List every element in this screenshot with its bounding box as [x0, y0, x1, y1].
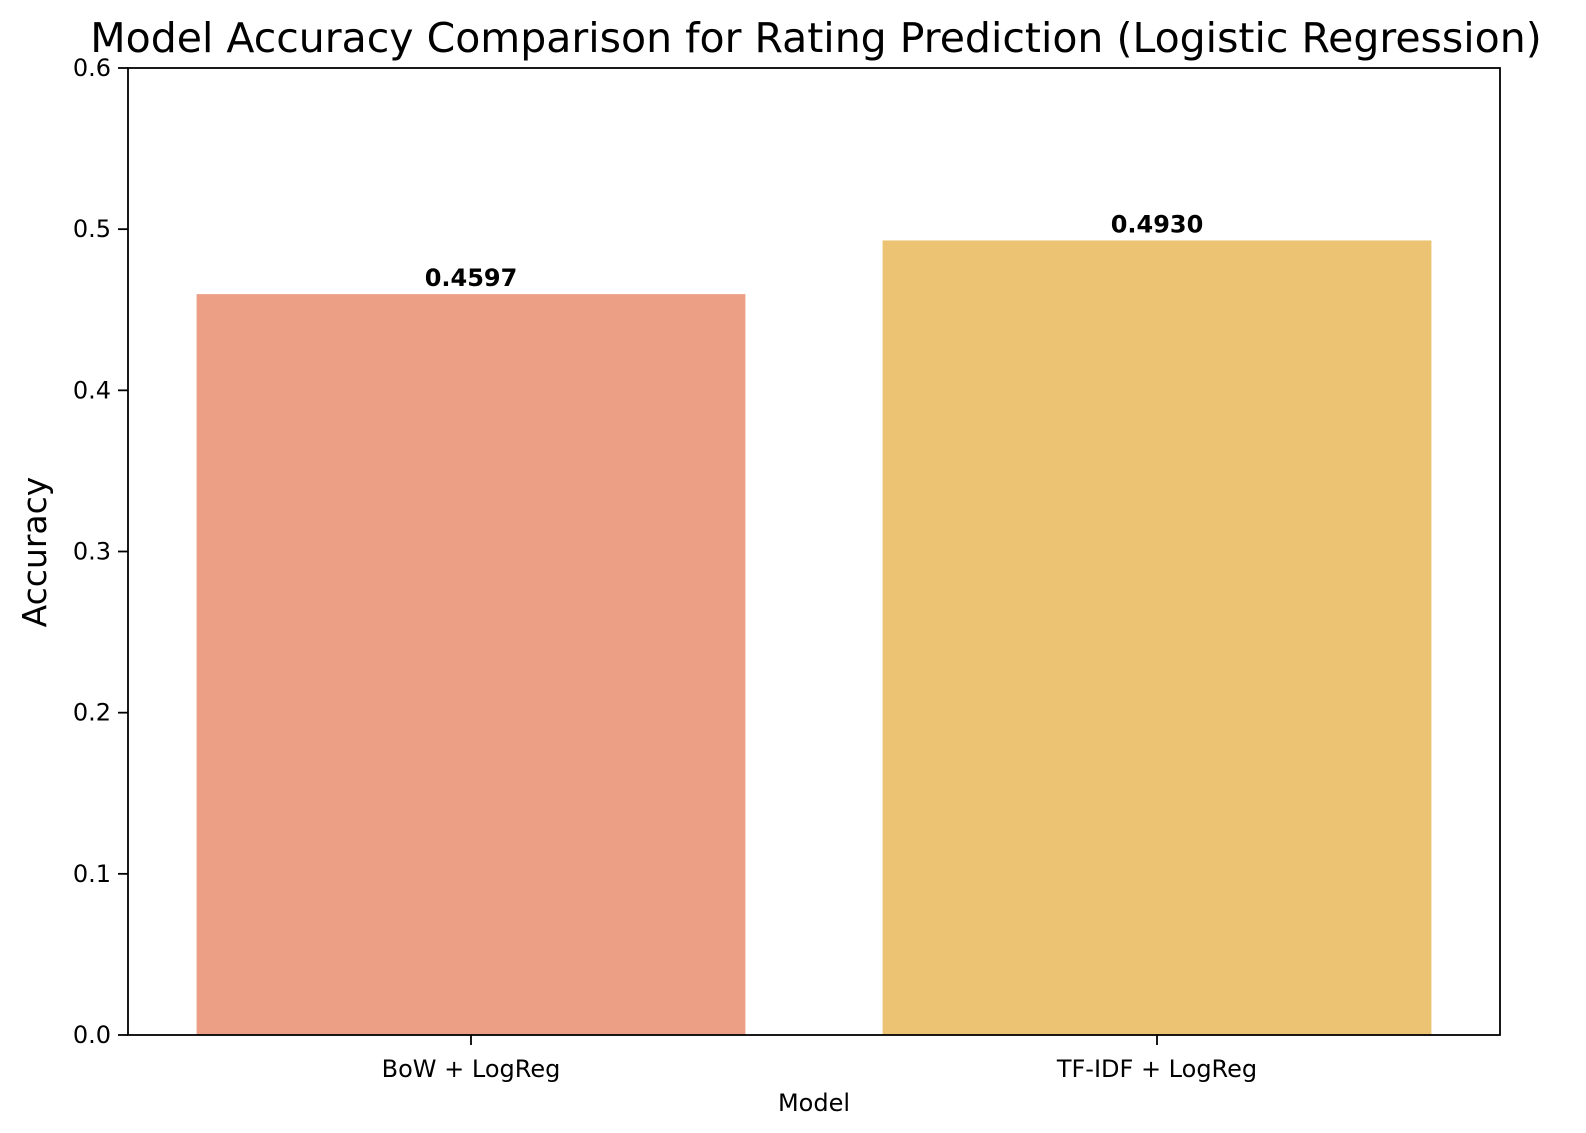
x-tick-label-1: BoW + LogReg [382, 1055, 561, 1083]
x-axis-ticks: BoW + LogReg TF-IDF + LogReg [382, 1035, 1257, 1083]
y-tick-label-2: 0.2 [73, 699, 111, 727]
y-tick-label-3: 0.3 [73, 538, 111, 566]
y-axis-label: Accuracy [15, 477, 54, 628]
y-tick-label-6: 0.6 [73, 54, 111, 82]
bar-1 [196, 294, 746, 1035]
chart-title: Model Accuracy Comparison for Rating Pre… [90, 14, 1541, 62]
y-tick-label-5: 0.5 [73, 215, 111, 243]
x-axis-label: Model [778, 1089, 850, 1117]
y-tick-label-4: 0.4 [73, 376, 111, 404]
y-tick-label-0: 0.0 [73, 1021, 111, 1049]
y-tick-label-1: 0.1 [73, 860, 111, 888]
bars-layer [196, 240, 1432, 1035]
y-axis-ticks: 0.0 0.1 0.2 0.3 0.4 0.5 0.6 [73, 54, 128, 1049]
bar-2 [882, 240, 1432, 1035]
data-labels-layer: 0.4597 0.4930 [425, 210, 1204, 292]
data-label-2: 0.4930 [1111, 210, 1204, 238]
x-tick-label-2: TF-IDF + LogReg [1056, 1055, 1257, 1083]
data-label-1: 0.4597 [425, 264, 518, 292]
